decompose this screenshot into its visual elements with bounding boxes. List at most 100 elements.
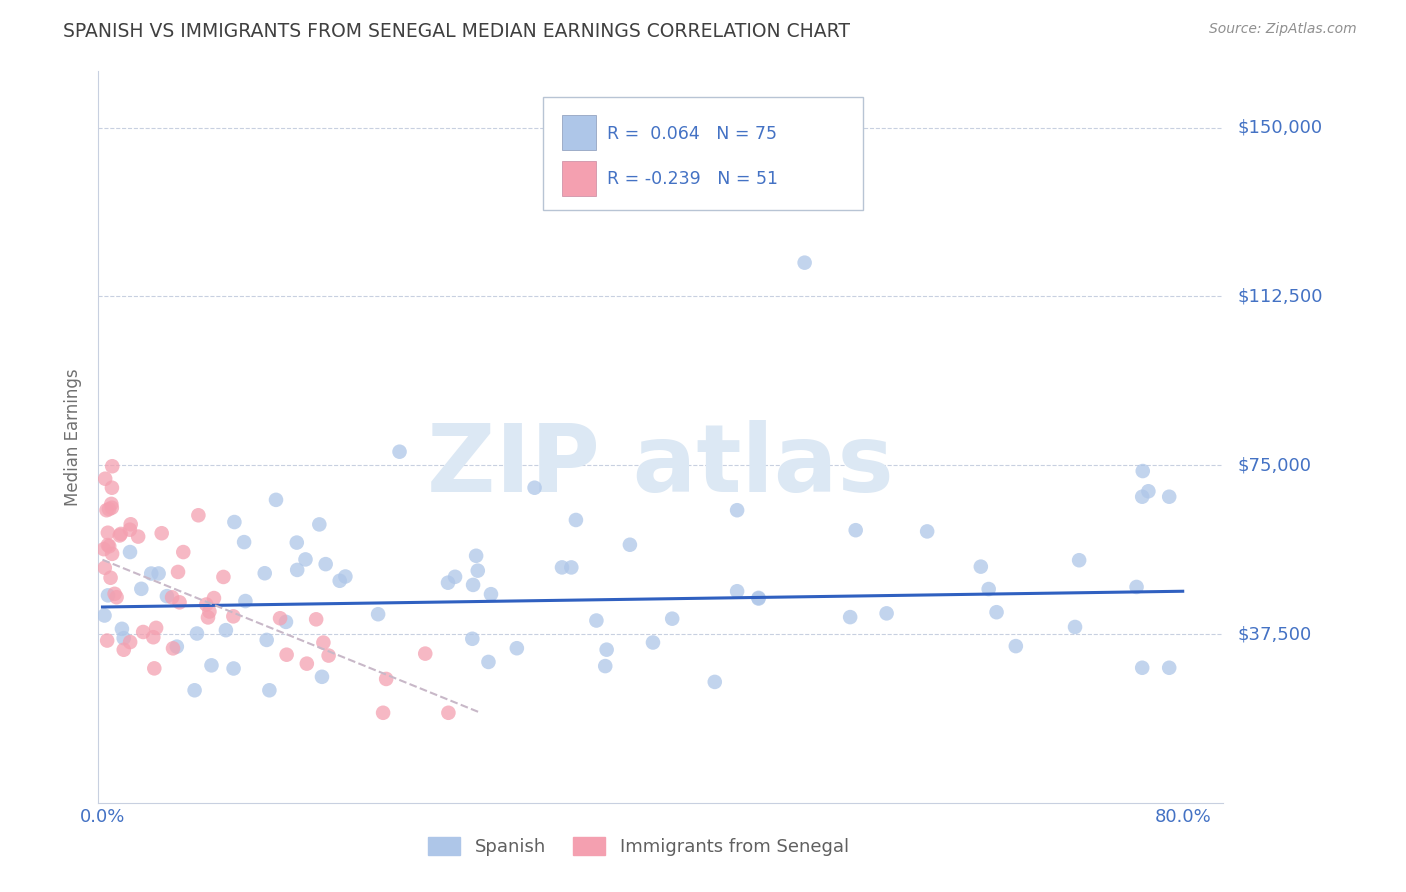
Point: [127, 530, 149, 544]
Point: [104, 587, 127, 601]
Point: [1064, 620, 1087, 634]
Point: [461, 632, 484, 646]
Point: [93, 542, 115, 557]
Point: [375, 672, 398, 686]
Point: [111, 622, 134, 636]
Y-axis label: Median Earnings: Median Earnings: [65, 368, 83, 506]
Point: [465, 549, 488, 563]
Point: [312, 635, 335, 649]
Point: [315, 557, 337, 571]
Point: [305, 612, 328, 626]
Point: [94, 472, 117, 486]
Point: [183, 683, 205, 698]
Point: [595, 642, 617, 657]
Point: [839, 610, 862, 624]
Point: [156, 589, 179, 603]
Point: [367, 607, 389, 622]
Point: [560, 560, 582, 574]
FancyBboxPatch shape: [562, 115, 596, 151]
Point: [167, 565, 190, 579]
Point: [100, 497, 122, 511]
Point: [259, 683, 281, 698]
Point: [197, 610, 219, 624]
Point: [285, 535, 308, 549]
Point: [253, 566, 276, 581]
Point: [118, 523, 141, 537]
Point: [101, 459, 124, 474]
FancyBboxPatch shape: [562, 161, 596, 195]
Point: [1069, 553, 1091, 567]
Point: [467, 564, 489, 578]
Point: [703, 674, 725, 689]
Point: [105, 591, 128, 605]
Point: [98, 539, 121, 553]
FancyBboxPatch shape: [543, 97, 863, 211]
Point: [96, 633, 118, 648]
Point: [585, 614, 607, 628]
Point: [329, 574, 352, 588]
Text: ZIP atlas: ZIP atlas: [427, 420, 894, 512]
Point: [150, 526, 173, 541]
Point: [100, 571, 122, 585]
Point: [593, 659, 616, 673]
Point: [98, 502, 121, 516]
Point: [551, 560, 574, 574]
Point: [977, 582, 1000, 596]
Point: [166, 640, 188, 654]
Point: [461, 578, 484, 592]
Point: [318, 648, 340, 663]
Point: [1130, 661, 1153, 675]
Point: [141, 566, 163, 581]
Point: [793, 255, 815, 269]
Point: [162, 641, 184, 656]
Text: SPANISH VS IMMIGRANTS FROM SENEGAL MEDIAN EARNINGS CORRELATION CHART: SPANISH VS IMMIGRANTS FROM SENEGAL MEDIA…: [63, 22, 851, 41]
Point: [477, 655, 499, 669]
Point: [388, 444, 411, 458]
Text: $75,000: $75,000: [1237, 456, 1312, 475]
Point: [148, 566, 170, 581]
Point: [845, 523, 868, 537]
Point: [619, 538, 641, 552]
Point: [143, 661, 166, 675]
Point: [132, 625, 155, 640]
Point: [202, 591, 225, 605]
Text: $37,500: $37,500: [1237, 625, 1312, 643]
Point: [565, 513, 588, 527]
Text: $150,000: $150,000: [1237, 119, 1322, 136]
Point: [120, 635, 142, 649]
Point: [96, 503, 118, 517]
Point: [523, 481, 546, 495]
Point: [437, 706, 460, 720]
Point: [274, 615, 297, 629]
Point: [661, 612, 683, 626]
Point: [172, 545, 194, 559]
Point: [97, 588, 120, 602]
Point: [294, 552, 316, 566]
Point: [641, 635, 664, 649]
Point: [187, 508, 209, 523]
Point: [222, 661, 245, 675]
Point: [1132, 464, 1154, 478]
Point: [195, 598, 218, 612]
Point: [93, 608, 115, 623]
Point: [748, 591, 770, 606]
Point: [1137, 484, 1160, 499]
Point: [108, 528, 131, 542]
Point: [1004, 639, 1026, 653]
Point: [915, 524, 938, 539]
Point: [264, 492, 287, 507]
Point: [276, 648, 298, 662]
Point: [1130, 490, 1153, 504]
Point: [725, 584, 748, 599]
Point: [101, 500, 124, 515]
Point: [444, 570, 467, 584]
Point: [1159, 490, 1181, 504]
Point: [101, 547, 124, 561]
Point: [747, 591, 769, 605]
Point: [118, 545, 141, 559]
Point: [308, 517, 330, 532]
Point: [186, 626, 208, 640]
Point: [437, 575, 460, 590]
Point: [876, 607, 898, 621]
Legend: Spanish, Immigrants from Senegal: Spanish, Immigrants from Senegal: [420, 830, 856, 863]
